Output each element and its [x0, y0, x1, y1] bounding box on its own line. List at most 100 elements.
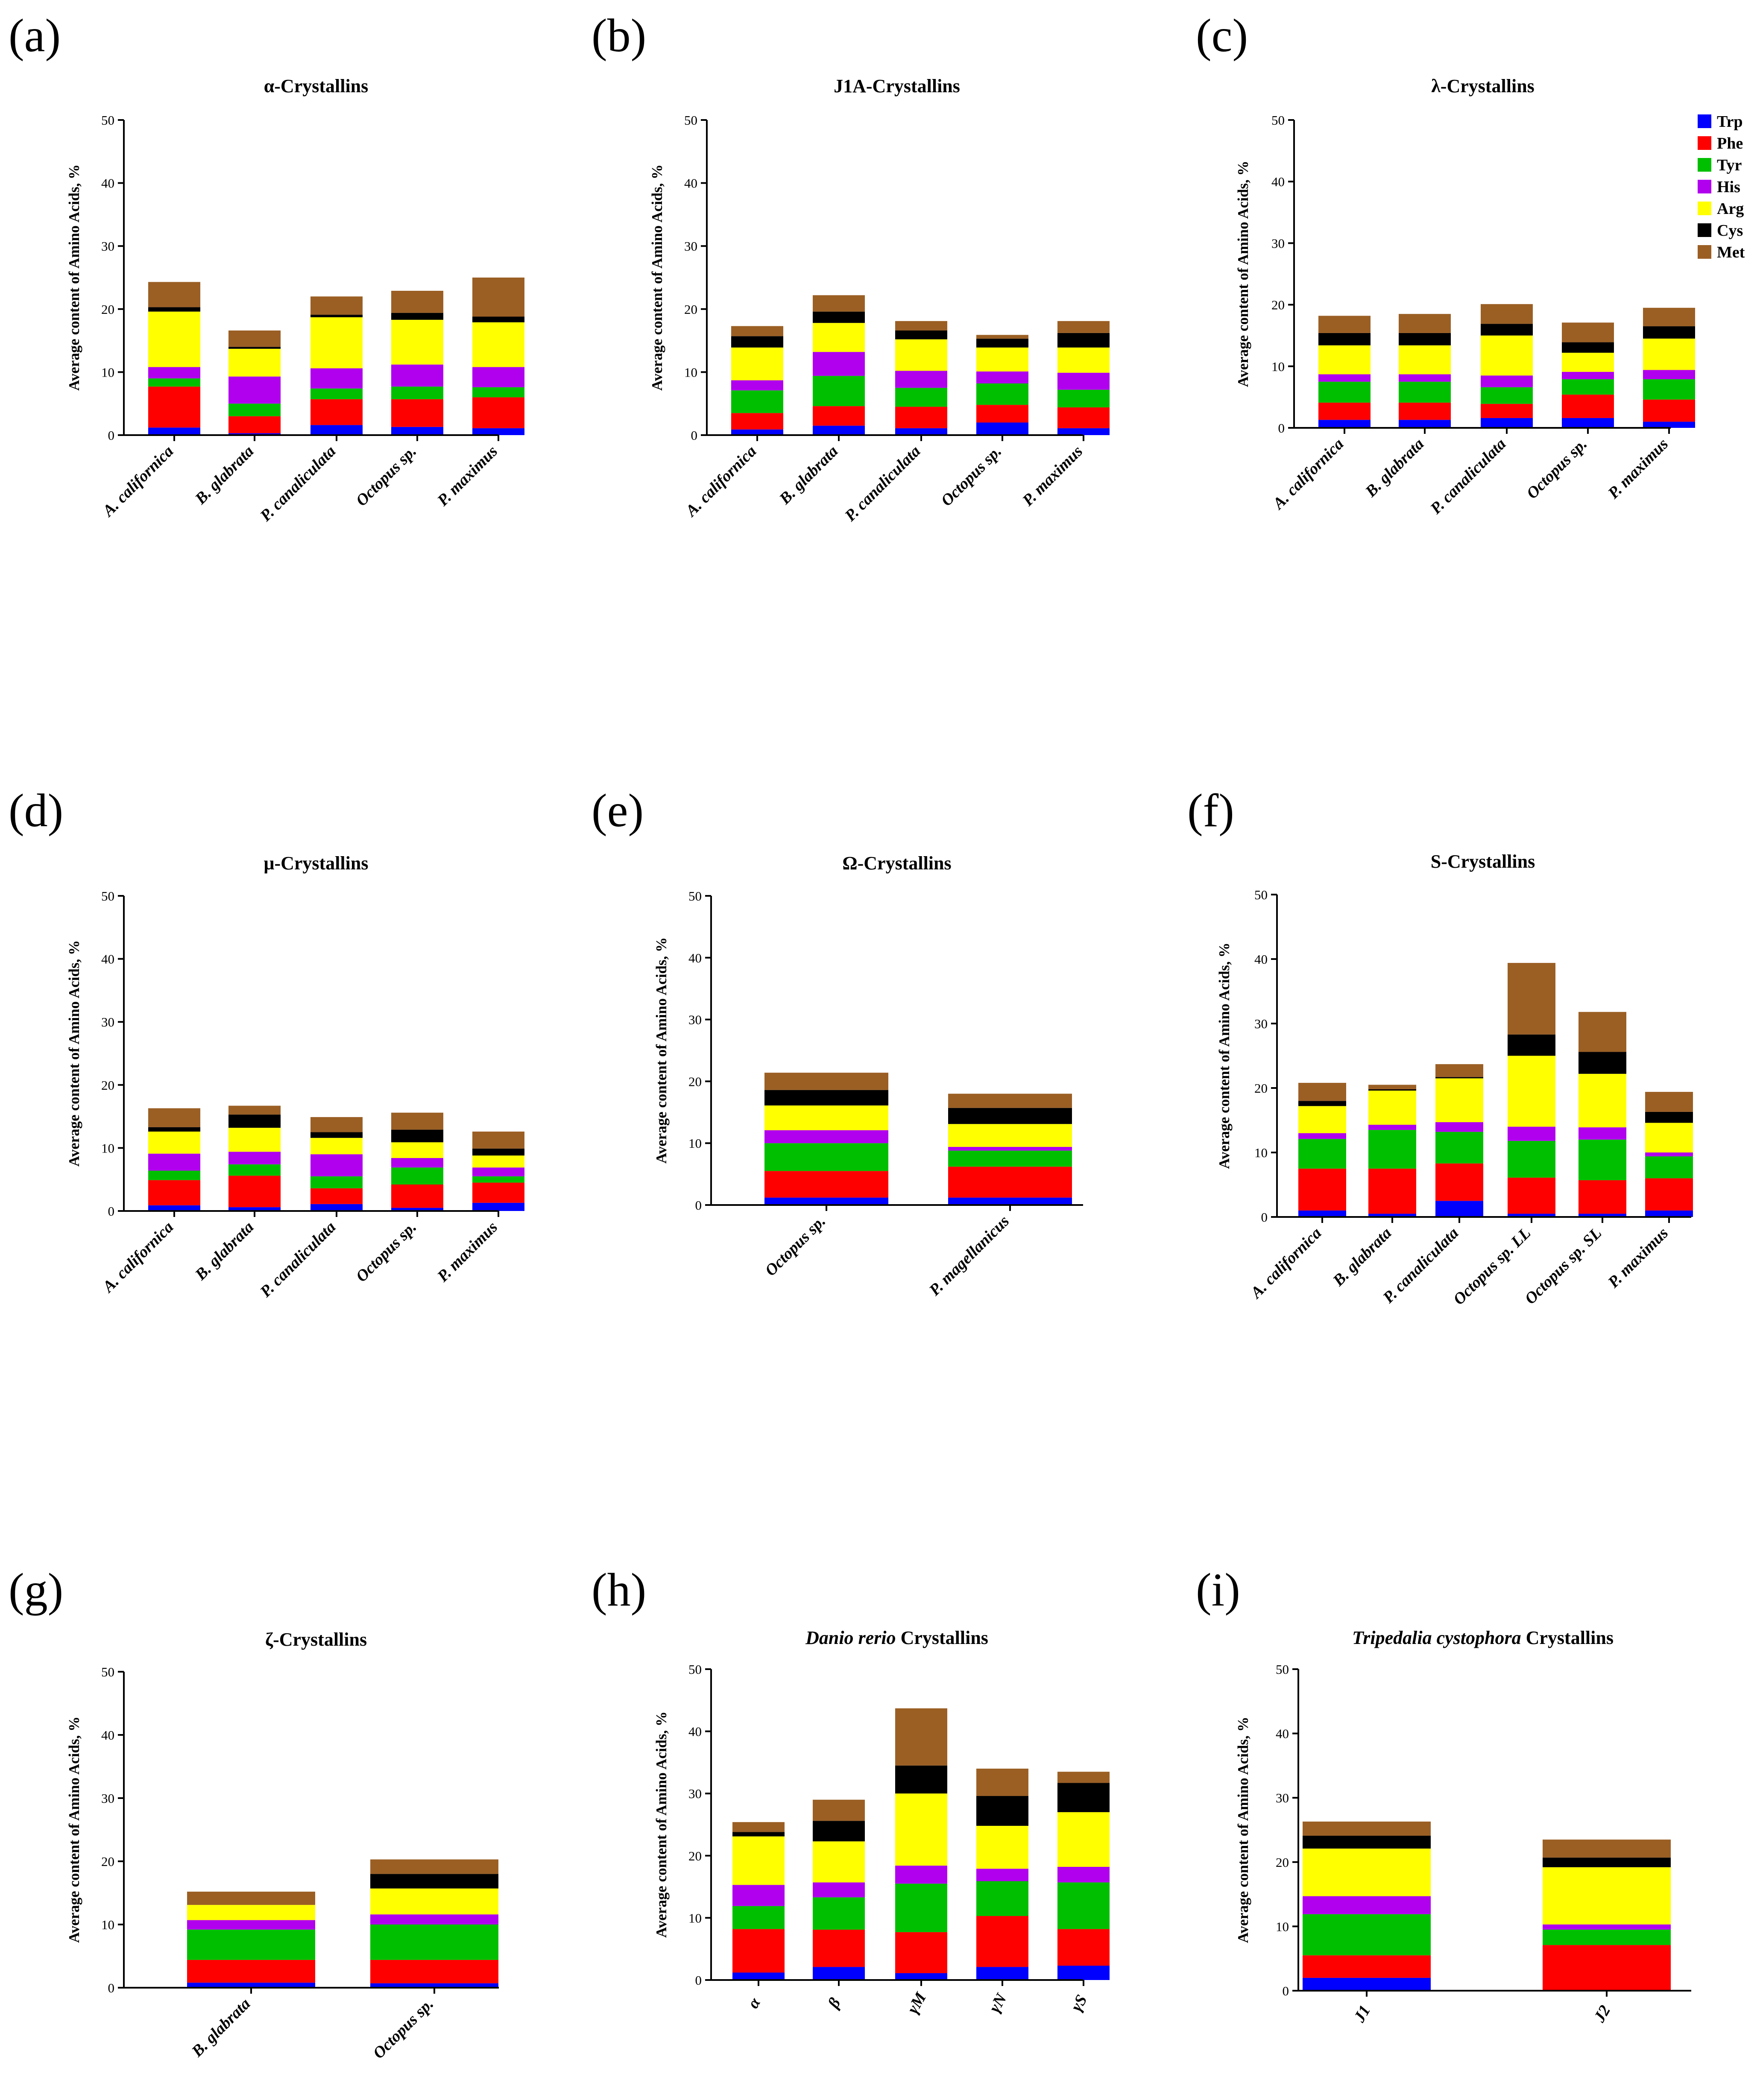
chart-title: λ-Crystallins	[1431, 76, 1535, 97]
bar-segment-tyr	[1508, 1141, 1555, 1178]
bar-segment-tyr	[310, 1176, 363, 1188]
bar-segment-trp	[228, 1207, 281, 1211]
y-tick-label: 0	[695, 1973, 702, 1988]
bar-segment-trp	[895, 1973, 947, 1980]
x-tick-label: P. canaliculata	[841, 442, 924, 525]
bar-segment-tyr	[391, 1167, 443, 1185]
y-tick-label: 40	[101, 952, 114, 967]
y-tick-label: 20	[1254, 1081, 1268, 1096]
x-tick-label: P. maximus	[1604, 1224, 1672, 1292]
bar-segment-his	[1562, 371, 1614, 380]
legend-swatch-his	[1698, 180, 1711, 193]
y-tick-label: 30	[688, 1012, 702, 1027]
legend-label-cys: Cys	[1717, 222, 1743, 240]
bar-segment-tyr	[472, 387, 524, 398]
x-tick-label: P. canaliculata	[1426, 435, 1509, 518]
y-tick-label: 30	[101, 239, 114, 254]
bar-segment-tyr	[1318, 381, 1371, 403]
bar-segment-trp	[391, 1208, 443, 1211]
legend-swatch-arg	[1698, 202, 1711, 215]
bar-segment-his	[1481, 375, 1533, 387]
bar-segment-his	[370, 1914, 498, 1925]
bar-segment-tyr	[228, 1164, 281, 1176]
bar-segment-cys	[895, 330, 947, 339]
bar-segment-his	[976, 1869, 1028, 1881]
y-tick-label: 20	[1271, 298, 1285, 313]
bar-segment-tyr	[148, 1170, 200, 1180]
panel-letter: (f)	[1187, 784, 1234, 836]
bar-segment-trp	[1643, 421, 1695, 428]
bar-segment-met	[228, 330, 281, 347]
bar-segment-tyr	[1057, 1882, 1110, 1929]
panel-letter: (h)	[592, 1564, 646, 1616]
bar-segment-trp	[148, 427, 200, 435]
bar-segment-trp	[1298, 1210, 1346, 1217]
x-tick-label: A. californica	[99, 1218, 177, 1296]
bar-segment-met	[310, 296, 363, 315]
chart-panel-2: (c) λ-Crystallins Average content of Amino…	[1196, 9, 1695, 518]
bar-segment-met	[1645, 1092, 1693, 1112]
bar-segment-phe	[370, 1960, 498, 1983]
bar-segment-phe	[228, 1176, 281, 1208]
bar-segment-arg	[370, 1888, 498, 1915]
chart-panel-8: (i) Tripedalia cystophora Crystallins Aver…	[1196, 1564, 1691, 2026]
x-tick-label: Octopus sp.	[352, 442, 420, 510]
chart-title: Ω-Crystallins	[842, 853, 951, 874]
y-tick-label: 30	[1276, 1790, 1289, 1805]
bar-segment-tyr	[731, 390, 783, 413]
bar-segment-phe	[732, 1929, 785, 1973]
bar-segment-phe	[1298, 1168, 1346, 1211]
x-tick-label: P. maximus	[433, 1218, 501, 1286]
bar-segment-arg	[1481, 335, 1533, 376]
bar-segment-phe	[731, 413, 783, 430]
bar-segment-his	[1318, 374, 1371, 382]
bar-segment-trp	[1399, 420, 1451, 428]
y-tick-label: 30	[1254, 1016, 1268, 1031]
bar-segment-arg	[1368, 1091, 1416, 1125]
bar-segment-cys	[1057, 1783, 1110, 1812]
chart-panel-7: (h) Danio rerio Crystallins Average conten…	[592, 1564, 1110, 2017]
x-tick-label: P. magellanicus	[925, 1212, 1013, 1300]
bar-segment-phe	[895, 1932, 947, 1973]
bar-segment-arg	[731, 347, 783, 380]
bar-segment-trp	[148, 1205, 200, 1211]
legend-swatch-tyr	[1698, 158, 1711, 172]
bar-segment-phe	[1481, 404, 1533, 418]
x-tick-label: A. californica	[1269, 435, 1347, 513]
bar-segment-cys	[1435, 1077, 1483, 1079]
x-tick-label: P. maximus	[433, 442, 501, 510]
y-tick-label: 50	[684, 113, 697, 128]
bar-segment-trp	[310, 425, 363, 435]
bar-segment-cys	[391, 1129, 443, 1143]
bar-segment-arg	[976, 347, 1028, 371]
bar-segment-arg	[1508, 1056, 1555, 1127]
legend-label-trp: Trp	[1717, 113, 1743, 131]
y-tick-label: 40	[684, 176, 697, 191]
bar-segment-tyr	[813, 376, 865, 407]
legend-swatch-met	[1698, 245, 1711, 259]
bar-segment-his	[1578, 1127, 1626, 1140]
legend-label-phe: Phe	[1717, 135, 1743, 152]
bar-segment-trp	[813, 425, 865, 435]
bar-segment-phe	[1643, 399, 1695, 422]
bar-segment-arg	[1562, 353, 1614, 372]
bar-segment-phe	[472, 1182, 524, 1203]
bar-segment-his	[1543, 1924, 1671, 1930]
bar-segment-phe	[391, 1185, 443, 1208]
bar-segment-his	[391, 364, 443, 387]
y-tick-label: 0	[108, 1980, 115, 1995]
x-tick-label: J2	[1590, 2002, 1614, 2026]
bar-segment-trp	[310, 1204, 363, 1211]
bar-segment-met	[1318, 316, 1371, 333]
y-tick-label: 50	[101, 889, 114, 904]
bar-segment-arg	[228, 348, 281, 377]
bar-segment-phe	[976, 1916, 1028, 1967]
bar-segment-tyr	[1435, 1132, 1483, 1164]
bar-segment-tyr	[1645, 1156, 1693, 1179]
bar-segment-his	[764, 1130, 888, 1144]
chart-title: α-Crystallins	[264, 76, 369, 97]
bar-segment-met	[1543, 1840, 1671, 1858]
bar-segment-phe	[948, 1167, 1072, 1198]
bar-segment-met	[1057, 321, 1110, 333]
bar-segment-trp	[976, 422, 1028, 435]
